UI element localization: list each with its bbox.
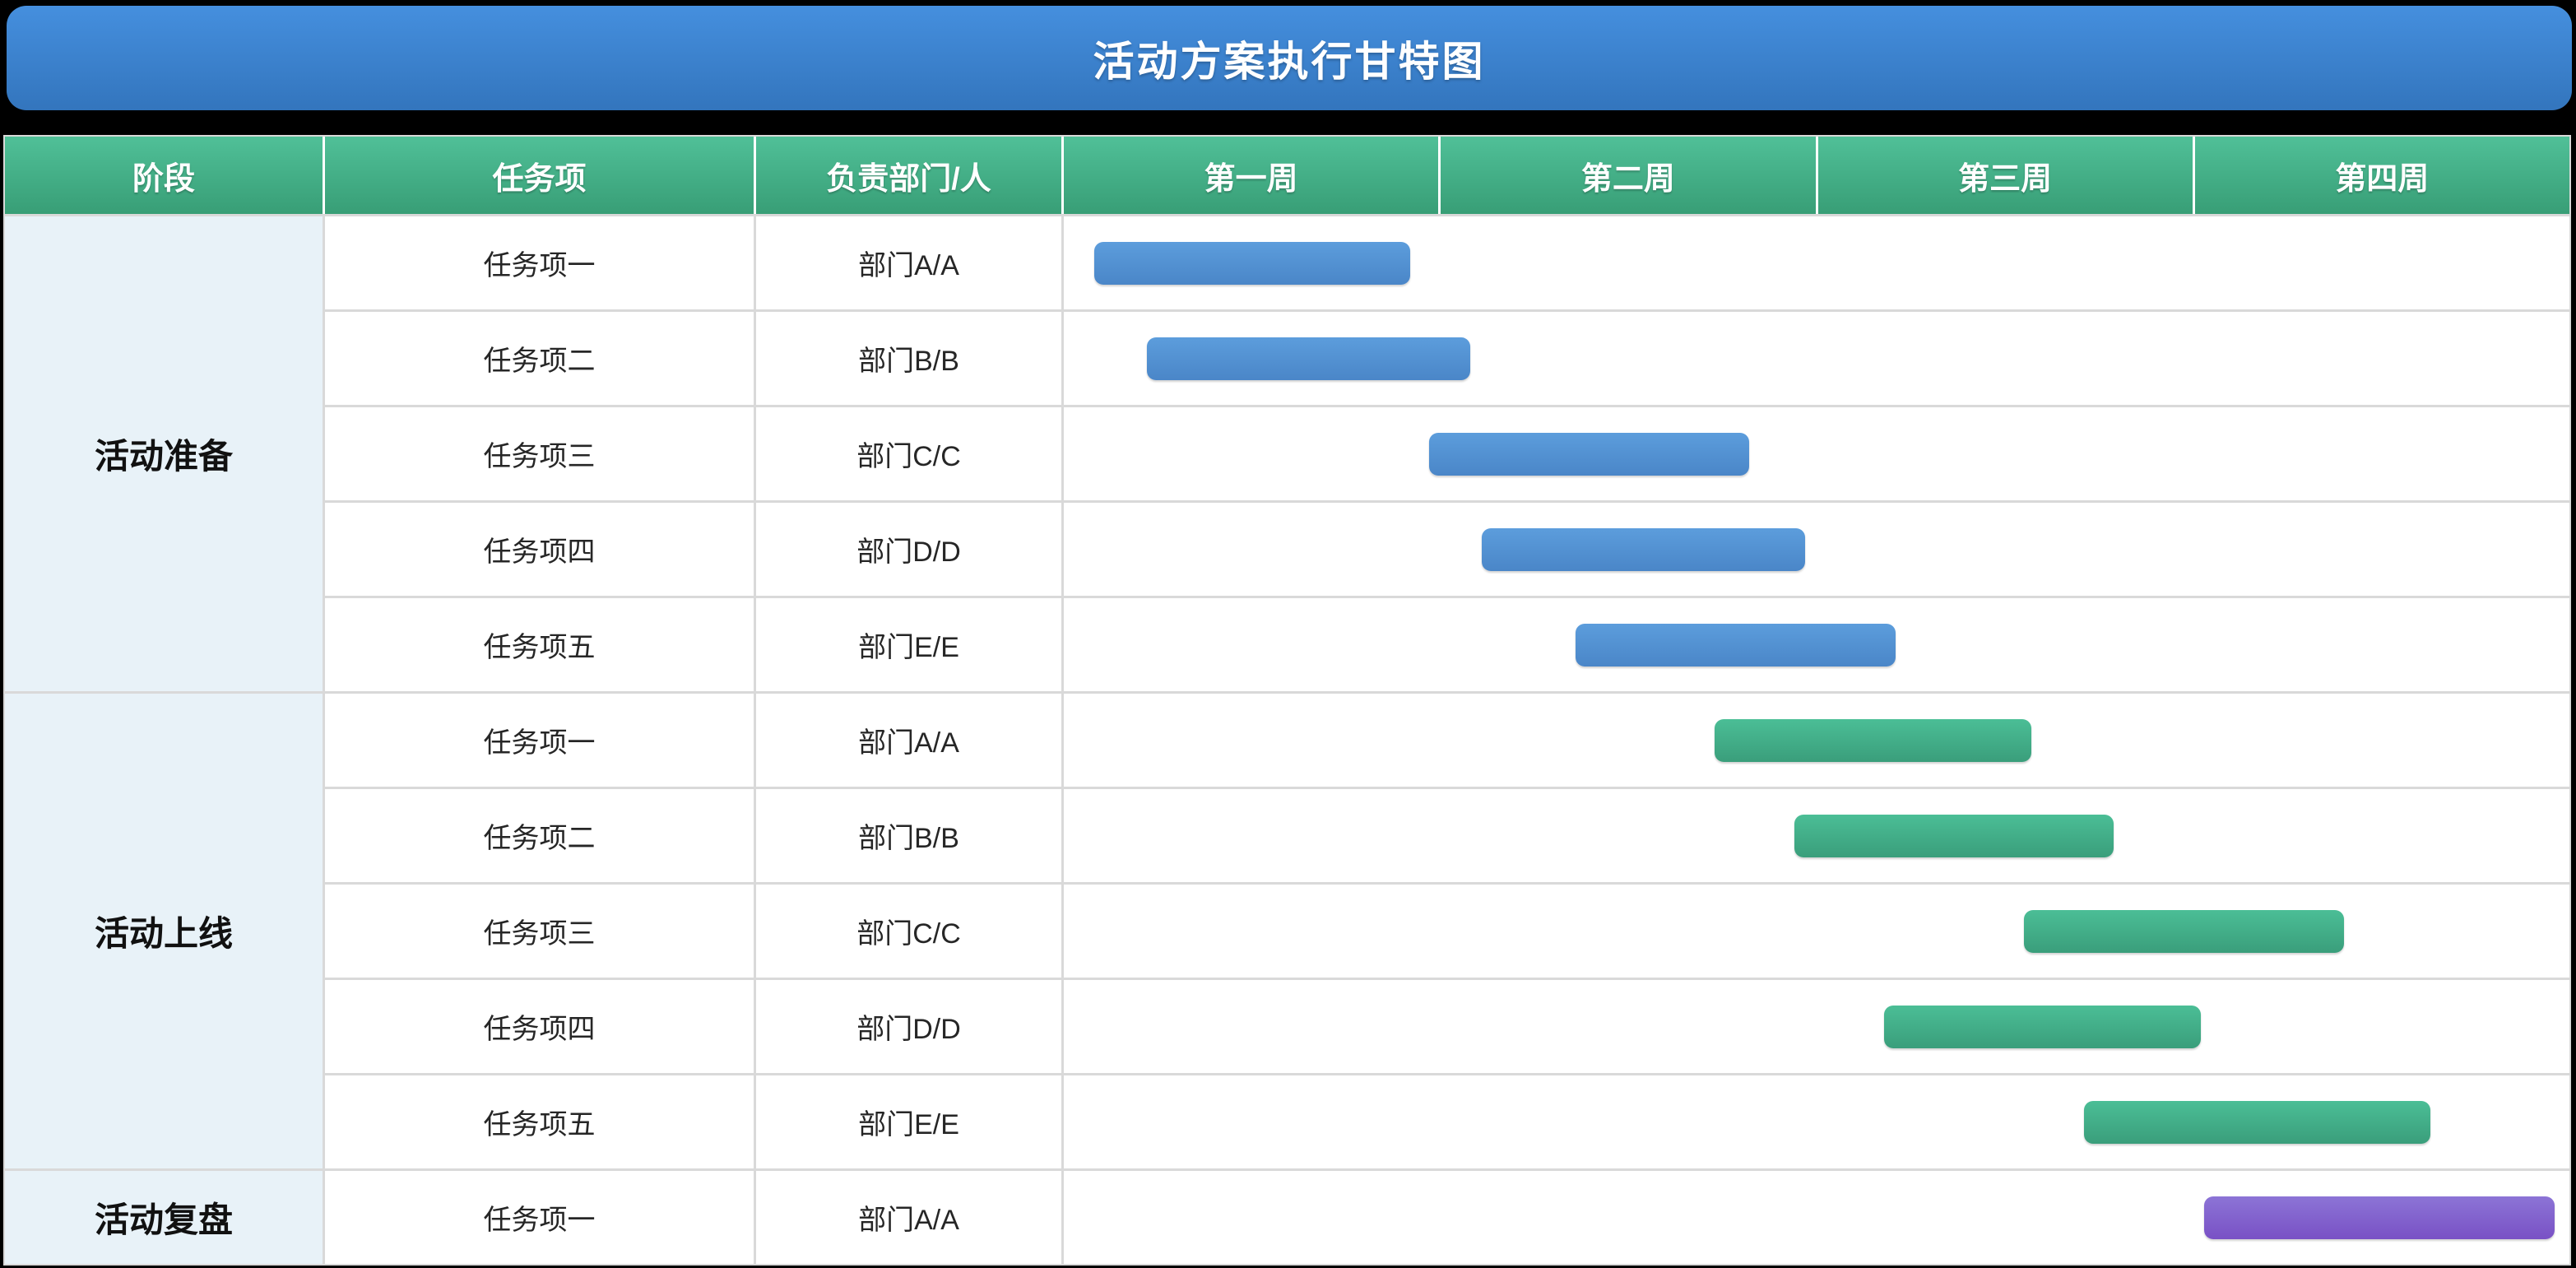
- header-week-columns: 第一周 第二周 第三周 第四周: [1064, 137, 2569, 214]
- owner-cell: 部门D/D: [756, 980, 1061, 1073]
- gantt-bar[interactable]: [1576, 623, 1896, 667]
- gantt-bar[interactable]: [1093, 241, 1410, 285]
- gantt-row: [1064, 407, 2569, 500]
- page-title: 活动方案执行甘特图: [1093, 38, 1486, 85]
- task-cell: 任务项一: [325, 1171, 754, 1264]
- gantt-bar[interactable]: [1428, 432, 1749, 476]
- gantt-row: [1064, 694, 2569, 787]
- header-cell-0: 阶段: [5, 137, 323, 214]
- gantt-table: 阶段 任务项 负责部门/人 第一周 第二周 第三周 第四周 活动准备 任务项一 部门A/A 任务项…: [3, 135, 2571, 1266]
- task-cell: 任务项四: [325, 980, 754, 1073]
- chart-title-bar: 活动方案执行甘特图: [7, 6, 2572, 110]
- task-cell: 任务项三: [325, 407, 754, 500]
- header-cell-2: 负责部门/人: [756, 137, 1061, 214]
- header-cell-4: 第二周: [1441, 137, 1816, 214]
- phase-cell: 活动准备: [5, 216, 323, 691]
- task-cell: 任务项二: [325, 789, 754, 882]
- table-header-row: 阶段 任务项 负责部门/人 第一周 第二周 第三周 第四周: [5, 137, 2569, 214]
- owner-cell: 部门C/C: [756, 407, 1061, 500]
- header-cell-5: 第三周: [1817, 137, 2193, 214]
- owner-cell: 部门C/C: [756, 885, 1061, 978]
- owner-cell: 部门B/B: [756, 789, 1061, 882]
- task-cell: 任务项一: [325, 694, 754, 787]
- gantt-bar[interactable]: [1146, 337, 1471, 380]
- gantt-row: [1064, 789, 2569, 882]
- gantt-bar[interactable]: [1481, 527, 1806, 571]
- owner-cell: 部门A/A: [756, 1171, 1061, 1264]
- owner-cell: 部门E/E: [756, 1075, 1061, 1168]
- owner-cell: 部门E/E: [756, 598, 1061, 691]
- gantt-row: [1064, 885, 2569, 978]
- gantt-row: [1064, 1075, 2569, 1168]
- task-cell: 任务项五: [325, 1075, 754, 1168]
- gantt-bar[interactable]: [2083, 1100, 2430, 1144]
- gantt-bar[interactable]: [1794, 814, 2114, 857]
- header-cell-3: 第一周: [1064, 137, 1439, 214]
- task-cell: 任务项五: [325, 598, 754, 691]
- gantt-row: [1064, 598, 2569, 691]
- phase-cell: 活动上线: [5, 694, 323, 1168]
- gantt-row: [1064, 1171, 2569, 1264]
- task-cell: 任务项四: [325, 503, 754, 596]
- owner-cell: 部门A/A: [756, 216, 1061, 309]
- gantt-row: [1064, 980, 2569, 1073]
- header-cell-6: 第四周: [2194, 137, 2569, 214]
- task-cell: 任务项二: [325, 312, 754, 405]
- phase-cell: 活动复盘: [5, 1171, 323, 1264]
- gantt-bar[interactable]: [1715, 718, 2031, 762]
- header-cell-1: 任务项: [325, 137, 754, 214]
- gantt-row: [1064, 503, 2569, 596]
- owner-cell: 部门B/B: [756, 312, 1061, 405]
- task-cell: 任务项一: [325, 216, 754, 309]
- gantt-bar[interactable]: [2204, 1196, 2555, 1239]
- table-body: 活动准备 任务项一 部门A/A 任务项二 部门B/B 任务项三 部门C/C 任务项四 部门D/D…: [5, 216, 2569, 1264]
- task-cell: 任务项三: [325, 885, 754, 978]
- gantt-bar[interactable]: [2023, 909, 2344, 953]
- gantt-bar[interactable]: [1884, 1005, 2201, 1048]
- owner-cell: 部门D/D: [756, 503, 1061, 596]
- gantt-row: [1064, 312, 2569, 405]
- owner-cell: 部门A/A: [756, 694, 1061, 787]
- gantt-row: [1064, 216, 2569, 309]
